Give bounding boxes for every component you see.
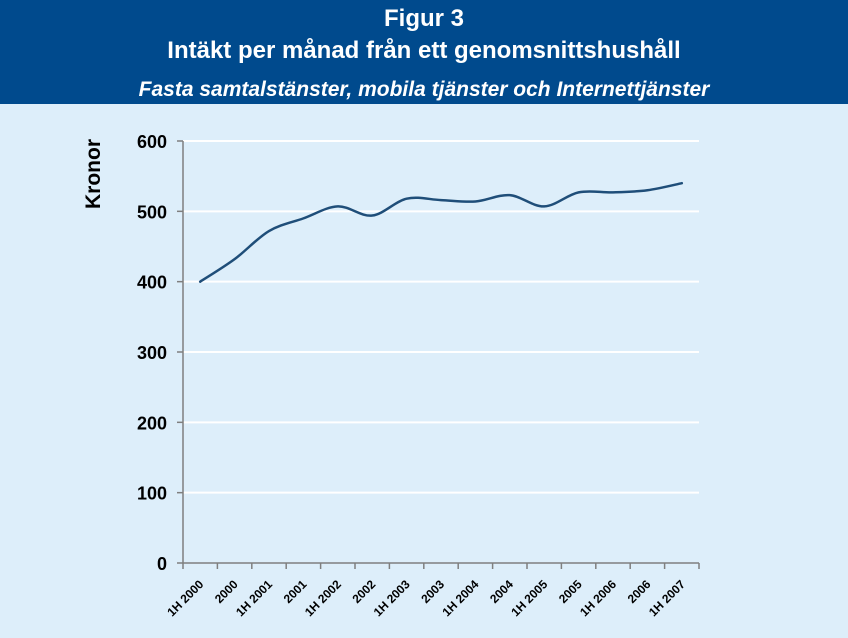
y-tick-label: 200 (137, 413, 167, 433)
x-tick-label: 2006 (625, 577, 654, 606)
series-lines (198, 181, 684, 283)
x-tick-label: 1H 2005 (508, 577, 550, 619)
y-axis-label: Kronor (82, 139, 105, 209)
x-tick-label: 2003 (418, 577, 447, 606)
axes (177, 140, 700, 569)
x-tick-label: 2002 (350, 577, 379, 606)
x-tick-label: 1H 2002 (302, 577, 344, 619)
y-tick-label: 500 (137, 202, 167, 222)
figure-subtitle: Fasta samtalstänster, mobila tjänster oc… (138, 78, 710, 101)
y-tick-label: 100 (137, 484, 167, 504)
figure-title: Intäkt per månad från ett genomsnittshus… (167, 37, 681, 64)
y-tick-label: 600 (137, 132, 167, 152)
y-tick-label: 300 (137, 343, 167, 363)
y-tick-label: 0 (157, 554, 167, 574)
series-line (198, 181, 684, 283)
x-tick-label: 1H 2006 (577, 577, 619, 619)
gridlines (183, 140, 699, 494)
x-tick-label: 1H 2001 (233, 577, 275, 619)
y-tick-labels: 0 100 200 300 400 500 600 (137, 132, 167, 574)
figure-label: Figur 3 (383, 5, 464, 32)
x-tick-label: 2001 (281, 577, 310, 606)
x-tick-label: 2005 (556, 577, 585, 606)
x-tick-label: 1H 2007 (646, 577, 688, 619)
x-tick-label: 1H 2003 (371, 577, 413, 619)
x-tick-label: 2000 (212, 577, 241, 606)
x-tick-label: 1H 2000 (164, 577, 206, 619)
x-tick-label: 1H 2004 (440, 577, 482, 619)
figure-header: Figur 3 Intäkt per månad från ett genoms… (0, 0, 848, 104)
y-tick-label: 400 (137, 273, 167, 293)
x-tick-label: 2004 (487, 577, 516, 606)
